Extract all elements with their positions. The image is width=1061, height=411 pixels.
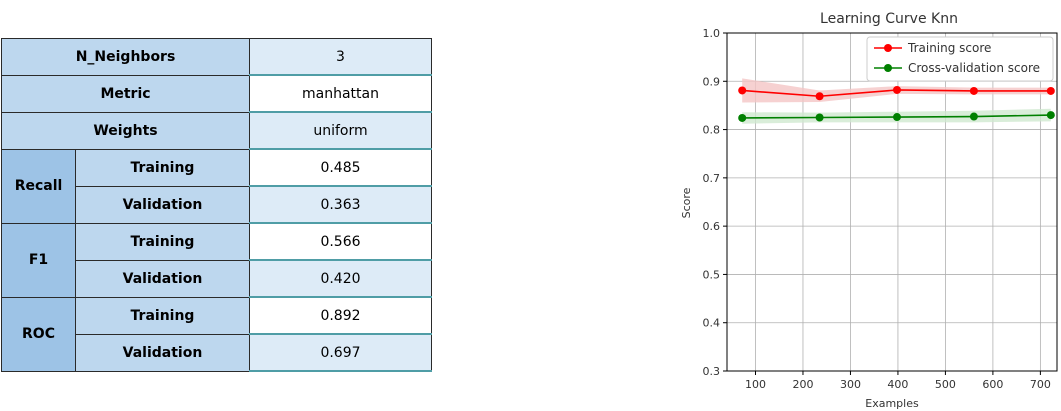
table-row: N_Neighbors 3 [1,38,432,76]
recall-validation-label: Validation [75,185,250,224]
roc-validation-value: 0.697 [249,333,432,372]
recall-training-label: Training [75,148,250,187]
group-label-f1: F1 [1,222,76,298]
table-row: ROC Training 0.892 [1,296,432,372]
point-training [1046,86,1055,95]
param-label-neighbors: N_Neighbors [1,38,250,76]
y-tick-label: 0.5 [703,268,721,281]
point-training [815,92,824,101]
table-row: Weights uniform [1,111,432,150]
legend-label-cv: Cross-validation score [908,61,1040,75]
y-axis-ticks: 0.3 0.4 0.5 0.6 0.7 0.8 0.9 1.0 [703,27,727,378]
y-tick-label: 1.0 [703,27,721,40]
param-label-metric: Metric [1,74,250,113]
y-axis-label: Score [680,187,693,218]
point-cv [969,112,978,121]
point-training [969,86,978,95]
table-row: Validation 0.697 [2,333,432,372]
table-row: Recall Training 0.485 [1,148,432,224]
f1-validation-label: Validation [75,259,250,298]
learning-curve-chart: Learning Curve Knn 100 200 300 400 500 600 700… [680,11,1058,410]
recall-validation-value: 0.363 [249,185,432,224]
point-cv [1046,111,1055,120]
chart-title: Learning Curve Knn [820,11,958,27]
chart-grid [727,32,1057,372]
x-tick-label: 600 [982,378,1003,391]
point-training [738,86,747,95]
point-cv [892,113,901,122]
y-tick-label: 0.3 [703,365,721,378]
param-label-weights: Weights [1,111,250,150]
table-row: Validation 0.363 [2,185,432,224]
param-value-metric: manhattan [249,74,432,113]
y-tick-label: 0.4 [703,317,721,330]
legend-box [866,36,1054,82]
point-cv [815,113,824,122]
legend-marker-training [884,44,892,52]
table-row: Validation 0.420 [2,259,432,298]
legend-label-training: Training score [907,41,991,55]
chart-points [738,85,1055,122]
roc-training-value: 0.892 [249,296,432,335]
x-tick-label: 400 [887,378,908,391]
roc-validation-label: Validation [75,333,250,372]
x-axis-label: Examples [865,397,919,410]
x-axis-ticks: 100 200 300 400 500 600 700 [745,371,1051,391]
point-cv [738,113,747,122]
f1-training-label: Training [75,222,250,261]
x-tick-label: 100 [745,378,766,391]
group-label-roc: ROC [1,296,76,372]
group-label-recall: Recall [1,148,76,224]
table-row: Metric manhattan [1,74,432,113]
x-tick-label: 500 [935,378,956,391]
param-value-weights: uniform [249,111,432,150]
x-tick-label: 200 [792,378,813,391]
y-tick-label: 0.6 [703,220,721,233]
y-tick-label: 0.9 [703,75,721,88]
recall-training-value: 0.485 [249,148,432,187]
plot-frame [726,32,1058,372]
chart-legend: Training score Cross-validation score [866,36,1054,82]
y-tick-label: 0.7 [703,172,721,185]
roc-training-label: Training [75,296,250,335]
f1-validation-value: 0.420 [249,259,432,298]
point-training [892,85,901,94]
f1-training-value: 0.566 [249,222,432,261]
metrics-table: N_Neighbors 3 Metric manhattan Weights u… [1,38,432,372]
param-value-neighbors: 3 [249,38,432,76]
x-tick-label: 700 [1030,378,1051,391]
table-row: F1 Training 0.566 [1,222,432,298]
x-tick-label: 300 [840,378,861,391]
y-tick-label: 0.8 [703,124,721,137]
legend-marker-cv [884,64,892,72]
